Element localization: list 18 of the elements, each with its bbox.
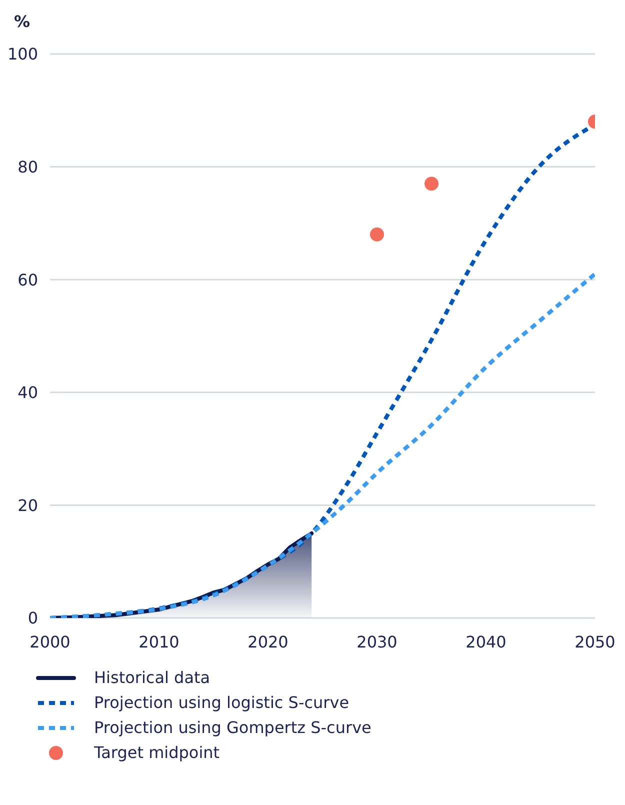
y-tick-label: 40: [18, 383, 38, 402]
line-series: [50, 272, 595, 618]
x-tick-label: 2000: [30, 632, 70, 652]
legend-label: Projection using logistic S-curve: [94, 693, 350, 712]
y-tick-label: 80: [18, 157, 38, 176]
x-tick-label: 2010: [138, 632, 180, 652]
legend-label: Projection using Gompertz S-curve: [94, 718, 372, 737]
x-tick-label: 2020: [248, 632, 288, 652]
x-tick-label: 2050: [574, 632, 616, 652]
y-tick-label: 0: [28, 608, 38, 628]
legend-label: Target midpoint: [94, 743, 220, 762]
y-tick-label: 100: [7, 44, 38, 64]
y-axis-title: %: [14, 12, 30, 31]
y-tick-label: 20: [18, 496, 38, 515]
x-tick-label: 2040: [466, 632, 506, 652]
y-tick-label: 60: [18, 270, 38, 290]
x-tick-label: 2030: [356, 632, 398, 652]
legend-label: Historical data: [94, 668, 210, 687]
